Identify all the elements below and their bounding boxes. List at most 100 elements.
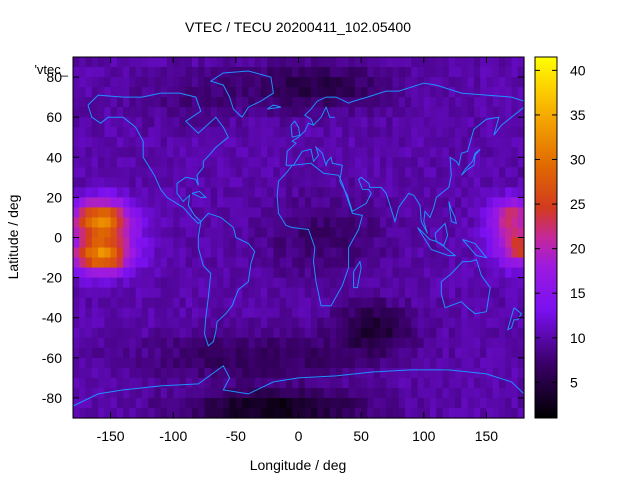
heatmap-cell — [223, 197, 231, 209]
heatmap-cell — [480, 337, 488, 349]
heatmap-cell — [273, 117, 281, 128]
heatmap-cell — [91, 147, 99, 158]
heatmap-cell — [511, 107, 519, 118]
heatmap-cell — [461, 217, 469, 229]
heatmap-cell — [386, 297, 394, 309]
heatmap-cell — [141, 227, 149, 239]
heatmap-cell — [129, 297, 137, 309]
heatmap-cell — [404, 387, 412, 399]
heatmap-cell — [166, 187, 174, 198]
heatmap-cell — [148, 157, 156, 168]
heatmap-cell — [179, 157, 187, 168]
heatmap-cell — [110, 187, 118, 198]
heatmap-cell — [517, 377, 525, 389]
heatmap-cell — [342, 277, 350, 289]
heatmap-cell — [430, 137, 437, 148]
heatmap-cell — [129, 257, 137, 269]
heatmap-cell — [498, 267, 506, 279]
heatmap-cell — [354, 337, 362, 349]
heatmap-cell — [254, 347, 262, 359]
heatmap-cell — [317, 207, 325, 219]
heatmap-cell — [210, 367, 218, 379]
heatmap-cell — [135, 357, 143, 369]
heatmap-cell — [160, 387, 168, 399]
heatmap-cell — [417, 367, 425, 379]
heatmap-cell — [342, 237, 350, 249]
heatmap-cell — [436, 367, 444, 379]
heatmap-cell — [129, 187, 137, 198]
heatmap-cell — [311, 297, 318, 309]
heatmap-cell — [260, 97, 268, 108]
heatmap-cell — [404, 347, 412, 359]
heatmap-cell — [292, 107, 300, 118]
heatmap-cell — [254, 397, 262, 409]
heatmap-cell — [486, 97, 494, 108]
heatmap-cell — [292, 287, 300, 299]
heatmap-cell — [198, 297, 206, 309]
heatmap-cell — [242, 257, 249, 269]
heatmap-cell — [367, 197, 375, 209]
heatmap-cell — [98, 357, 105, 369]
heatmap-cell — [273, 267, 281, 279]
heatmap-cell — [242, 187, 249, 198]
heatmap-cell — [210, 147, 218, 158]
heatmap-cell — [123, 87, 130, 98]
heatmap-cell — [179, 307, 187, 319]
heatmap-cell — [505, 307, 513, 319]
heatmap-cell — [486, 397, 494, 409]
heatmap-cell — [373, 327, 381, 339]
heatmap-cell — [217, 77, 224, 88]
heatmap-cell — [486, 387, 494, 399]
heatmap-cell — [279, 327, 287, 339]
heatmap-cell — [173, 177, 181, 188]
heatmap-cell — [336, 127, 343, 138]
heatmap-cell — [398, 67, 406, 78]
x-axis-label: Longitude / deg — [250, 457, 347, 473]
heatmap-cell — [104, 337, 112, 349]
heatmap-cell — [254, 377, 262, 389]
heatmap-cell — [110, 147, 118, 158]
heatmap-cell — [185, 117, 193, 128]
heatmap-cell — [505, 107, 513, 118]
heatmap-cell — [166, 107, 174, 118]
heatmap-cell — [273, 387, 281, 399]
heatmap-cell — [148, 277, 156, 289]
heatmap-cell — [185, 147, 193, 158]
heatmap-cell — [448, 87, 456, 98]
heatmap-cell — [292, 177, 300, 188]
heatmap-cell — [304, 387, 312, 399]
heatmap-cell — [85, 307, 93, 319]
heatmap-cell — [179, 257, 187, 269]
heatmap-cell — [204, 127, 212, 138]
heatmap-cell — [336, 187, 343, 198]
heatmap-cell — [336, 367, 343, 379]
heatmap-cell — [98, 57, 105, 68]
heatmap-cell — [148, 327, 156, 339]
heatmap-cell — [379, 357, 387, 369]
heatmap-cell — [292, 277, 300, 289]
heatmap-cell — [348, 137, 356, 148]
heatmap-cell — [304, 147, 312, 158]
heatmap-cell — [217, 377, 224, 389]
heatmap-cell — [292, 227, 300, 239]
heatmap-cell — [304, 357, 312, 369]
heatmap-cell — [229, 217, 237, 229]
heatmap-cell — [185, 387, 193, 399]
heatmap-cell — [185, 377, 193, 389]
heatmap-cell — [486, 307, 494, 319]
heatmap-cell — [129, 397, 137, 409]
heatmap-cell — [285, 297, 293, 309]
heatmap-cell — [210, 287, 218, 299]
heatmap-cell — [354, 207, 362, 219]
heatmap-cell — [392, 177, 400, 188]
coastline — [353, 260, 362, 289]
heatmap-cell — [166, 357, 174, 369]
heatmap-cell — [260, 187, 268, 198]
heatmap-cell — [329, 57, 337, 68]
heatmap-cell — [204, 187, 212, 198]
heatmap-cell — [404, 137, 412, 148]
heatmap-cell — [104, 347, 112, 359]
heatmap-cell — [317, 257, 325, 269]
heatmap-cell — [123, 327, 130, 339]
heatmap-cell — [317, 397, 325, 409]
